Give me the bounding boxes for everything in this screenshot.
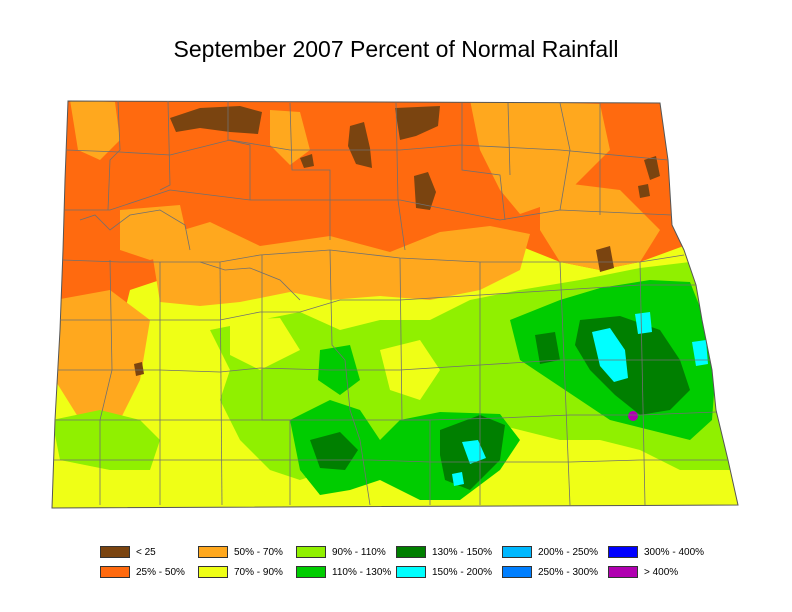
legend-swatch (296, 546, 326, 558)
legend-swatch (100, 566, 130, 578)
region-lt25-7 (300, 154, 314, 168)
region-70-90-inlay-4 (140, 450, 270, 505)
region-150-200-3 (692, 340, 708, 366)
legend: < 25 25% - 50% 50% - 70% 70% - 90% 90% - 110… (100, 544, 720, 584)
region-130-150-east2 (535, 332, 560, 364)
legend-item: 150% - 200% (396, 564, 492, 580)
legend-label: 50% - 70% (234, 546, 283, 558)
region-lt25-8 (134, 362, 144, 376)
legend-item: > 400% (608, 564, 678, 580)
legend-label: 25% - 50% (136, 566, 185, 578)
legend-swatch (198, 566, 228, 578)
legend-item: 70% - 90% (198, 564, 283, 580)
rainfall-map (51, 100, 739, 509)
region-130-150-sc (310, 432, 358, 470)
region-70-90-inlay-1 (380, 340, 440, 400)
legend-item: 50% - 70% (198, 544, 283, 560)
region-lt25-9 (638, 184, 650, 198)
region-50-70-central-strip (150, 222, 530, 306)
region-50-70-sw (55, 290, 150, 420)
rainfall-field (52, 101, 738, 508)
legend-label: 200% - 250% (538, 546, 599, 558)
legend-item: 110% - 130% (296, 564, 391, 580)
region-50-70-ne (540, 180, 660, 270)
map-title: September 2007 Percent of Normal Rainfal… (173, 36, 619, 62)
legend-label: 70% - 90% (234, 566, 283, 578)
legend-label: 90% - 110% (332, 546, 386, 558)
legend-item: 300% - 400% (608, 544, 704, 560)
county-boundaries (51, 100, 739, 509)
legend-swatch (608, 546, 638, 558)
legend-swatch (396, 546, 426, 558)
legend-label: 150% - 200% (432, 566, 493, 578)
region-50-70-nw (70, 101, 120, 160)
legend-item: < 25 (100, 544, 156, 560)
region-70-90-inlay-3 (480, 450, 620, 505)
region-lt25-6 (644, 156, 660, 180)
legend-swatch (502, 566, 532, 578)
region-70-90-inlay-2 (230, 318, 300, 370)
region-50-70-north-bits (270, 110, 310, 165)
legend-label: 250% - 300% (538, 566, 599, 578)
legend-swatch (296, 566, 326, 578)
region-150-200-2 (635, 312, 652, 334)
region-150-200-1 (592, 328, 628, 382)
legend-label: 300% - 400% (644, 546, 705, 558)
region-gt400 (628, 411, 638, 421)
legend-swatch (608, 566, 638, 578)
legend-swatch (100, 546, 130, 558)
legend-item: 250% - 300% (502, 564, 598, 580)
legend-swatch (396, 566, 426, 578)
legend-item: 90% - 110% (296, 544, 386, 560)
region-lt25-2 (395, 106, 440, 140)
legend-label: > 400% (644, 566, 679, 578)
legend-swatch (198, 546, 228, 558)
legend-item: 25% - 50% (100, 564, 185, 580)
region-90-110-southwest (52, 410, 160, 470)
region-lt25-4 (414, 172, 436, 210)
region-50-70-nc (470, 101, 610, 214)
region-150-200-5 (452, 472, 464, 486)
region-lt25-3 (348, 122, 372, 168)
region-lt25-5 (596, 246, 614, 272)
legend-swatch (502, 546, 532, 558)
legend-item: 130% - 150% (396, 544, 492, 560)
legend-label: 110% - 130% (332, 566, 392, 578)
region-lt25-1 (170, 106, 262, 134)
legend-label: 130% - 150% (432, 546, 493, 558)
legend-item: 200% - 250% (502, 544, 598, 560)
legend-label: < 25 (136, 546, 156, 558)
region-50-70-west-bulge (120, 205, 190, 260)
